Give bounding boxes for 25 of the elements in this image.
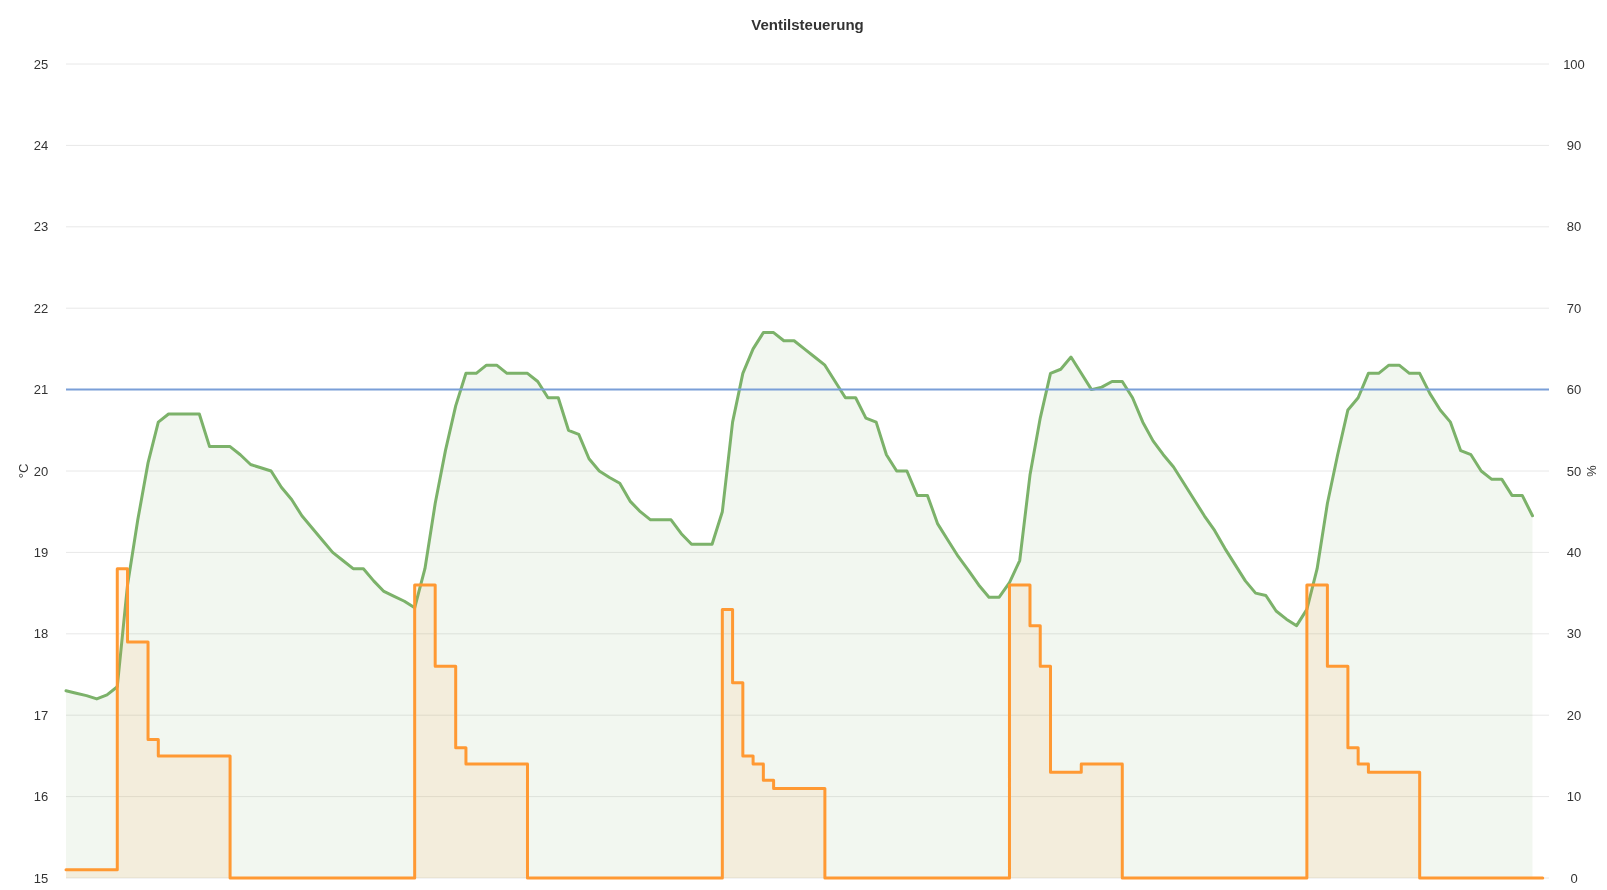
y-tick-label: 23 [33,219,49,235]
y2-tick-label: 30 [1566,626,1582,642]
y-tick-label: 25 [33,56,49,72]
y-tick-label: 22 [33,300,49,316]
y-tick-label: 19 [33,544,49,560]
y2-tick-label: 0 [1570,870,1578,886]
y-tick-label: 17 [33,707,49,723]
y-axis-title: °C [16,463,31,479]
y-tick-label: 24 [33,137,49,153]
y-tick-label: 21 [33,382,49,398]
y2-axis-title: % [1584,465,1599,478]
y2-tick-label: 70 [1566,300,1582,316]
y2-tick-label: 100 [1563,56,1585,72]
y2-tick-label: 40 [1566,544,1582,560]
y2-tick-label: 90 [1566,137,1582,153]
chart-title: Ventilsteuerung [751,16,864,33]
y2-tick-label: 80 [1566,219,1582,235]
y-tick-label: 16 [33,789,49,805]
y2-tick-label: 50 [1566,463,1582,479]
y2-tick-label: 20 [1566,707,1582,723]
y-tick-label: 15 [33,870,49,886]
y2-tick-label: 60 [1566,382,1582,398]
y-tick-label: 18 [33,626,49,642]
y-tick-label: 20 [33,463,49,479]
y2-tick-label: 10 [1566,789,1582,805]
